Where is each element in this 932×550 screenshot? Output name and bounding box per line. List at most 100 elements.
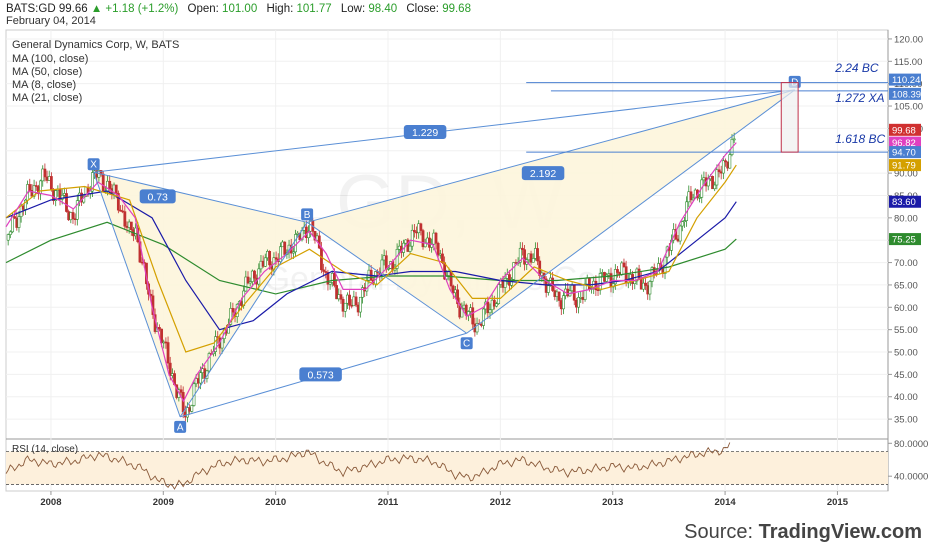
candle-body <box>652 267 656 275</box>
level-label: 1.618 BC <box>835 132 885 146</box>
point-marker-B <box>301 208 314 221</box>
candle-body <box>492 299 496 307</box>
price-tag-label: 75.25 <box>892 235 916 246</box>
point-label-C: C <box>463 339 470 350</box>
rsi-band <box>6 451 888 485</box>
price-change: +1.18 (+1.2%) <box>105 3 179 15</box>
price-tag-label: 91.79 <box>892 161 916 172</box>
legend-ma8: MA (8, close) <box>12 79 76 91</box>
candle-body <box>268 251 272 266</box>
candle-body <box>637 268 641 279</box>
candle-body <box>279 246 282 263</box>
candle-body <box>475 323 479 333</box>
y-tick-label: 55.00 <box>894 325 918 336</box>
symbol-header: BATS:GD 99.66 ▲ +1.18 (+1.2%) Open: 101.… <box>6 2 471 17</box>
y-tick-label: 105.00 <box>894 102 923 113</box>
candle-body <box>488 309 492 314</box>
candle-body <box>531 258 535 263</box>
price-tag <box>889 159 921 172</box>
ma-line-ma21 <box>5 164 737 353</box>
candle-body <box>207 353 211 372</box>
point-label-X: X <box>90 160 97 171</box>
source-prefix: Source: <box>684 521 759 543</box>
candle-body <box>557 291 561 301</box>
candle-body <box>179 389 183 393</box>
candle-body <box>518 247 522 263</box>
candle-body <box>320 247 323 271</box>
candle-body <box>428 237 431 248</box>
candle-body <box>263 257 267 267</box>
time-axis: 2008 2009 2010 2011 2012 2013 2014 2015 <box>40 491 849 508</box>
pattern-leg-AB <box>179 222 308 418</box>
candle-body <box>529 253 533 263</box>
candle-body <box>536 248 539 262</box>
candle-body <box>721 160 725 174</box>
candle-body <box>339 294 343 300</box>
pattern-leg-CD <box>466 89 796 334</box>
candle-body <box>503 278 507 288</box>
rsi-tick-label: 40.0000 <box>894 472 928 483</box>
y-tick-label: 45.00 <box>894 370 918 381</box>
price-tag <box>889 136 921 149</box>
candle-body <box>71 212 75 220</box>
candle-body <box>317 235 321 249</box>
candle-body <box>158 327 161 330</box>
y-tick-label: 120.00 <box>894 34 923 45</box>
high-label: High: <box>266 3 294 15</box>
candle-body <box>335 285 338 300</box>
close-value: 99.68 <box>442 3 471 15</box>
candle-body <box>129 221 133 230</box>
xab-triangle-fill <box>93 172 308 417</box>
y-tick-label: 40.00 <box>894 392 918 403</box>
candle-body <box>294 234 297 253</box>
candle-body <box>605 274 609 282</box>
point-marker-A <box>174 420 187 433</box>
x-tick-label: 2014 <box>715 497 737 508</box>
y-tick-label: 70.00 <box>894 258 918 269</box>
candle-body <box>613 269 617 285</box>
last-price: 99.66 <box>58 3 88 15</box>
candle-body <box>521 247 524 250</box>
candle-body <box>546 285 550 293</box>
candle-body <box>471 307 475 325</box>
candle-body <box>328 282 332 285</box>
price-tag-label: 99.68 <box>892 125 916 136</box>
bar-date: February 04, 2014 <box>6 15 96 27</box>
rsi-pane: RSI (14, close) 80.0000 40.0000 <box>5 439 928 490</box>
legend-title: General Dynamics Corp, W, BATS <box>12 39 179 51</box>
candle-body <box>24 199 27 210</box>
x-tick-label: 2008 <box>40 497 61 508</box>
x-tick-label: 2012 <box>490 497 511 508</box>
candle-body <box>512 262 516 280</box>
candle-body <box>101 173 105 192</box>
y-tick-label: 35.00 <box>894 415 918 426</box>
candle-body <box>39 180 42 195</box>
price-tag-label: 96.82 <box>892 138 916 149</box>
candle-body <box>587 277 591 290</box>
ratio-label: 0.73 <box>147 191 168 203</box>
grid <box>5 29 889 492</box>
candle-body <box>13 216 17 219</box>
legend-ma21: MA (21, close) <box>12 92 82 104</box>
candle-body <box>231 308 235 313</box>
candle-body <box>678 225 682 242</box>
point-marker-X <box>87 158 100 171</box>
x-tick-label: 2011 <box>378 497 399 508</box>
candle-body <box>713 184 717 190</box>
candle-body <box>11 216 14 233</box>
ratio-label: 1.229 <box>412 127 438 139</box>
price-tag-label: 83.60 <box>892 197 916 208</box>
ratio-box <box>521 166 565 181</box>
candle-body <box>598 273 602 291</box>
candle-body <box>34 185 38 187</box>
pattern-leg-XB <box>93 171 308 223</box>
candle-body <box>32 185 36 197</box>
candle-body <box>229 308 233 325</box>
candle-body <box>358 296 362 313</box>
x-tick-label: 2013 <box>602 497 623 508</box>
price-tag <box>889 195 921 208</box>
candle-body <box>75 200 79 220</box>
candle-body <box>384 255 388 270</box>
